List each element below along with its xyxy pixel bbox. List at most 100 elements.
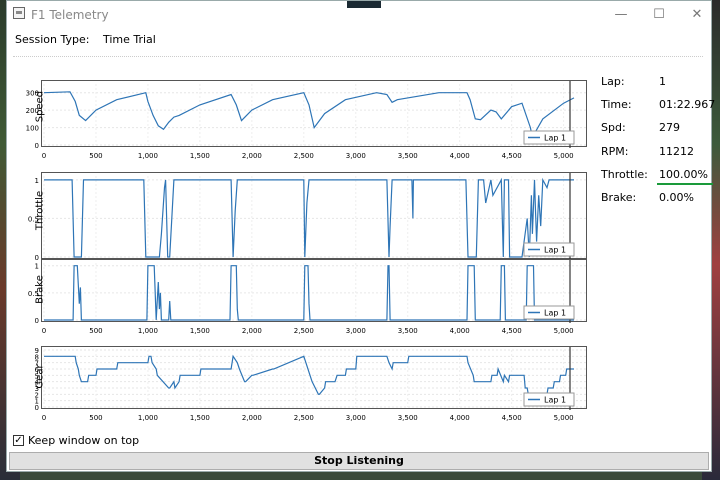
rpm-row: RPM: 11212 bbox=[601, 145, 711, 165]
x-tick-label: 0 bbox=[42, 327, 46, 335]
y-tick-label: 0 bbox=[35, 254, 39, 262]
x-tick-label: 3,000 bbox=[346, 327, 366, 335]
keep-on-top-label: Keep window on top bbox=[28, 434, 140, 447]
throttle-row: Throttle: 100.00% bbox=[601, 168, 713, 188]
throttle-chart-svg: 10.5005001,0001,5002,0002,5003,0003,5004… bbox=[28, 173, 586, 272]
x-tick-label: 4,500 bbox=[502, 327, 522, 335]
y-tick-label: 5 bbox=[35, 372, 39, 380]
app-icon bbox=[13, 7, 25, 19]
y-tick-label: 0.5 bbox=[28, 290, 39, 298]
speed-value: 279 bbox=[659, 121, 680, 134]
x-tick-label: 1,000 bbox=[138, 152, 158, 160]
series-line-lap-1 bbox=[43, 91, 575, 139]
x-tick-label: 3,000 bbox=[346, 414, 366, 422]
x-tick-label: 3,500 bbox=[398, 327, 418, 335]
throttle-value: 100.00% bbox=[659, 168, 708, 181]
session-type-row: Session Type: Time Trial bbox=[15, 33, 166, 46]
minimize-button[interactable]: — bbox=[614, 7, 628, 22]
app-window: F1 Telemetry — ☐ ✕ Session Type: Time Tr… bbox=[6, 0, 715, 472]
x-tick-label: 1,000 bbox=[138, 327, 158, 335]
maximize-button[interactable]: ☐ bbox=[653, 7, 665, 22]
y-tick-label: 8 bbox=[35, 353, 39, 361]
y-tick-label: 100 bbox=[26, 125, 39, 133]
y-tick-label: 3 bbox=[35, 385, 39, 393]
rpm-label: RPM: bbox=[601, 145, 629, 158]
x-tick-label: 1,500 bbox=[190, 152, 210, 160]
keep-on-top-row[interactable]: ✓ Keep window on top bbox=[13, 434, 139, 447]
y-tick-label: 0 bbox=[35, 142, 39, 150]
y-tick-label: 6 bbox=[35, 366, 40, 374]
x-tick-label: 2,000 bbox=[242, 152, 262, 160]
time-value: 01:22.967 bbox=[659, 98, 716, 111]
legend-box bbox=[523, 392, 575, 407]
x-tick-label: 4,500 bbox=[502, 414, 522, 422]
throttle-label: Throttle: bbox=[601, 168, 648, 181]
y-tick-label: 7 bbox=[35, 360, 39, 368]
x-tick-label: 0 bbox=[42, 152, 46, 160]
y-tick-label: 9 bbox=[35, 347, 39, 355]
time-row: Time: 01:22.967 bbox=[601, 98, 715, 118]
speed-chart[interactable]: Speed 300 200 100 0 0 500 1,000 1,500 2,000 2,500… bbox=[26, 80, 587, 160]
y-tick-label: 1 bbox=[35, 177, 39, 185]
divider bbox=[13, 56, 703, 57]
x-tick-label: 500 bbox=[89, 414, 102, 422]
stop-listening-button[interactable]: Stop Listening bbox=[9, 452, 709, 470]
series-line-lap-1 bbox=[44, 177, 574, 258]
x-tick-label: 5,000 bbox=[554, 414, 574, 422]
x-tick-label: 5,000 bbox=[554, 327, 574, 335]
time-label: Time: bbox=[601, 98, 632, 111]
lap-row: Lap: 1 bbox=[601, 75, 711, 95]
x-tick-label: 3,500 bbox=[398, 152, 418, 160]
title-bar[interactable]: F1 Telemetry — ☐ ✕ bbox=[7, 1, 711, 29]
legend-box bbox=[523, 242, 575, 257]
x-tick-label: 2,000 bbox=[242, 414, 262, 422]
x-tick-label: 4,000 bbox=[450, 152, 470, 160]
legend-label: Lap 1 bbox=[544, 134, 566, 143]
speed-label: Spd: bbox=[601, 121, 626, 134]
brake-value: 0.00% bbox=[659, 191, 694, 204]
legend-label: Lap 1 bbox=[544, 246, 566, 255]
window-title: F1 Telemetry bbox=[31, 8, 109, 22]
close-button[interactable]: ✕ bbox=[691, 7, 703, 22]
session-type-value: Time Trial bbox=[102, 33, 156, 46]
legend-box bbox=[523, 305, 575, 320]
y-tick-label: 0.5 bbox=[28, 215, 39, 223]
x-tick-label: 3,500 bbox=[398, 414, 418, 422]
y-tick-label: 1 bbox=[35, 398, 39, 406]
throttle-chart[interactable]: Throttle 10.5005001,0001,5002,0002,5003,… bbox=[28, 172, 587, 272]
x-tick-label: 1,000 bbox=[138, 414, 158, 422]
y-tick-label: 2 bbox=[35, 391, 39, 399]
x-tick-label: 4,500 bbox=[502, 152, 522, 160]
y-tick-label: 200 bbox=[26, 107, 39, 115]
legend-label: Lap 1 bbox=[544, 396, 566, 405]
lap-label: Lap: bbox=[601, 75, 625, 88]
series-line-lap-1 bbox=[44, 265, 574, 321]
x-tick-label: 2,500 bbox=[294, 414, 314, 422]
brake-label: Brake: bbox=[601, 191, 637, 204]
throttle-bar bbox=[657, 183, 713, 185]
brake-row: Brake: 0.00% bbox=[601, 191, 711, 211]
x-tick-label: 1,500 bbox=[190, 327, 210, 335]
legend-box bbox=[523, 130, 575, 145]
x-tick-label: 0 bbox=[42, 414, 46, 422]
brake-chart-svg: 1 0.5 00 500 1,000 1,500 2,000 2,500 3,000 3,500 4… bbox=[28, 260, 586, 335]
speed-row: Spd: 279 bbox=[601, 121, 711, 141]
x-tick-label: 2,500 bbox=[294, 152, 314, 160]
x-tick-label: 5,000 bbox=[554, 152, 574, 160]
session-type-label: Session Type: bbox=[15, 33, 90, 46]
keep-on-top-checkbox[interactable]: ✓ bbox=[13, 435, 24, 446]
y-tick-label: 300 bbox=[26, 90, 39, 98]
x-tick-label: 2,000 bbox=[242, 327, 262, 335]
y-tick-label: 0 bbox=[35, 404, 39, 412]
x-tick-label: 500 bbox=[89, 327, 102, 335]
x-tick-label: 1,500 bbox=[190, 414, 210, 422]
x-tick-label: 3,000 bbox=[346, 152, 366, 160]
speed-chart-svg: 300 200 100 00 500 1,000 1,500 2,000 2,500 3,000 3… bbox=[26, 81, 586, 160]
y-tick-label: 4 bbox=[35, 379, 40, 387]
gear-chart[interactable]: Gear 9 8 7 6 5 4 3 2 1 0 0 500 1,000 1,500 2,000 2,500 3… bbox=[35, 346, 587, 422]
rpm-value: 11212 bbox=[659, 145, 694, 158]
lap-value: 1 bbox=[659, 75, 666, 88]
brake-chart[interactable]: Brake 1 0.5 0 0 500 1,000 1,500 2,000 2,500 3,000… bbox=[28, 259, 587, 335]
legend-label: Lap 1 bbox=[544, 309, 566, 318]
